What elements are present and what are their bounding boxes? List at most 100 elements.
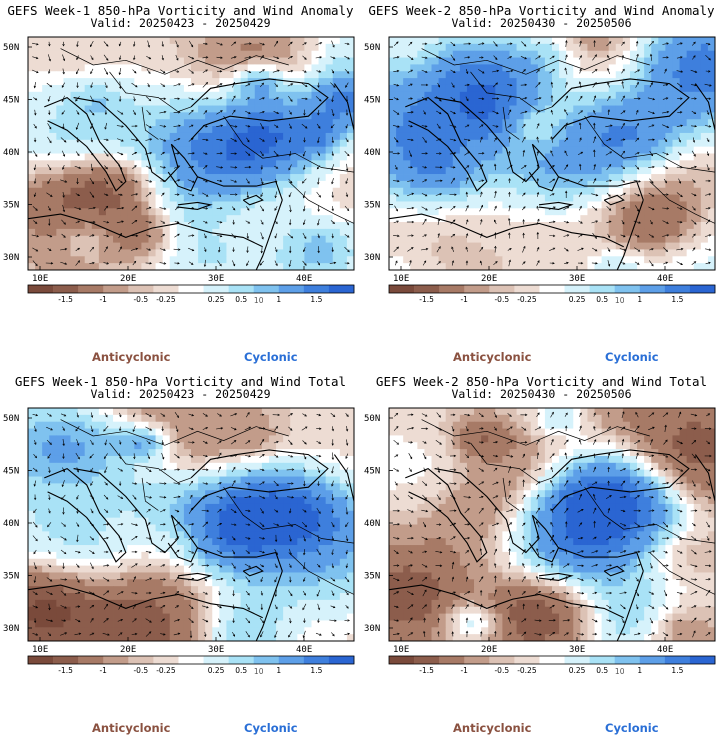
vorticity-cell: [127, 64, 135, 72]
vorticity-cell: [410, 64, 418, 72]
wind-arrow: [47, 136, 52, 144]
vorticity-cell: [651, 187, 659, 196]
wind-arrow: [435, 166, 443, 169]
wind-arrow: [493, 55, 498, 60]
vorticity-cell: [191, 483, 199, 491]
wind-arrow: [578, 122, 582, 130]
vorticity-cell: [304, 208, 312, 216]
vorticity-cell: [523, 174, 532, 182]
vorticity-cell: [176, 112, 185, 120]
vorticity-cell: [651, 160, 659, 168]
wind-arrow: [317, 246, 320, 254]
vorticity-cell: [56, 160, 64, 168]
vorticity-cell: [537, 105, 546, 113]
vorticity-cell: [176, 408, 185, 416]
vorticity-cell: [42, 408, 50, 416]
vorticity-cell: [141, 105, 149, 113]
colorbar-group: -1.5 -1 -0.5 -0.25 0.25 0.5 1 1.510: [27, 284, 355, 305]
vorticity-cell: [176, 160, 185, 168]
vorticity-cell: [134, 64, 142, 72]
vorticity-cell: [679, 84, 688, 93]
vorticity-cell: [566, 146, 574, 154]
vorticity-cell: [438, 180, 447, 189]
vorticity-cell: [700, 112, 709, 120]
colorbar-tick-label: 0.5: [596, 295, 608, 304]
wind-arrow: [536, 260, 540, 266]
vorticity-cell: [120, 531, 128, 539]
vorticity-cell: [134, 153, 142, 161]
vorticity-cell: [70, 490, 79, 498]
vorticity-cell: [261, 428, 270, 436]
vorticity-cell: [410, 91, 418, 100]
vorticity-cell: [212, 43, 220, 52]
vorticity-cell: [665, 139, 673, 148]
vorticity-cell: [559, 146, 567, 154]
wind-arrow: [464, 165, 470, 169]
wind-arrow: [692, 137, 696, 143]
vorticity-cell: [389, 78, 397, 86]
vorticity-cell: [537, 153, 546, 161]
vorticity-cell: [523, 119, 532, 127]
vorticity-cell: [651, 263, 659, 271]
vorticity-cell: [686, 228, 695, 237]
wind-arrow: [344, 42, 350, 46]
vorticity-cell: [325, 98, 334, 106]
wind-arrow: [217, 260, 222, 267]
vorticity-cell: [290, 408, 298, 416]
vorticity-cell: [410, 222, 418, 230]
wind-arrow: [705, 193, 712, 196]
vorticity-cell: [105, 139, 114, 148]
vorticity-cell: [28, 43, 36, 52]
vorticity-cell: [120, 408, 128, 416]
vorticity-cell: [254, 510, 263, 519]
vorticity-cell: [339, 43, 348, 52]
vorticity-cell: [679, 57, 688, 65]
vorticity-cell: [247, 421, 256, 429]
wind-arrow: [202, 192, 209, 197]
vorticity-cell: [290, 462, 298, 471]
vorticity-cell: [169, 98, 178, 106]
vorticity-cell: [28, 249, 36, 257]
vorticity-cell: [396, 235, 404, 243]
wind-arrow: [259, 82, 265, 88]
vorticity-cell: [176, 483, 185, 491]
vorticity-cell: [105, 222, 114, 230]
wind-arrow: [663, 178, 667, 184]
vorticity-cell: [290, 105, 298, 113]
vorticity-cell: [141, 98, 149, 106]
wind-arrow: [676, 261, 683, 265]
vorticity-cell: [608, 263, 617, 271]
vorticity-cell: [219, 112, 227, 120]
vorticity-cell: [495, 57, 503, 65]
wind-arrow: [273, 97, 279, 100]
wind-arrow: [506, 69, 514, 73]
vorticity-cell: [452, 242, 461, 250]
vorticity-cell: [176, 421, 185, 429]
vorticity-cell: [261, 160, 270, 168]
wind-arrow: [246, 191, 250, 199]
vorticity-cell: [169, 43, 178, 52]
vorticity-cell: [431, 167, 440, 175]
wind-arrow: [578, 95, 583, 102]
vorticity-cell: [134, 517, 142, 525]
vorticity-cell: [198, 476, 206, 484]
vorticity-cell: [191, 455, 199, 464]
vorticity-cell: [516, 64, 525, 72]
vorticity-cell: [212, 242, 220, 250]
vorticity-cell: [537, 167, 546, 175]
vorticity-cell: [552, 91, 560, 100]
vorticity-cell: [191, 249, 199, 257]
vorticity-cell: [77, 538, 86, 546]
vorticity-cell: [672, 43, 680, 52]
vorticity-cell: [644, 153, 652, 161]
vorticity-cell: [63, 222, 71, 230]
vorticity-cell: [339, 84, 348, 93]
vorticity-cell: [509, 43, 517, 52]
vorticity-cell: [254, 208, 263, 216]
vorticity-cell: [290, 538, 298, 546]
wind-arrow: [395, 260, 398, 266]
vorticity-cell: [261, 497, 270, 505]
vorticity-cell: [615, 160, 624, 168]
vorticity-cell: [127, 98, 135, 106]
vorticity-cell: [148, 112, 156, 120]
